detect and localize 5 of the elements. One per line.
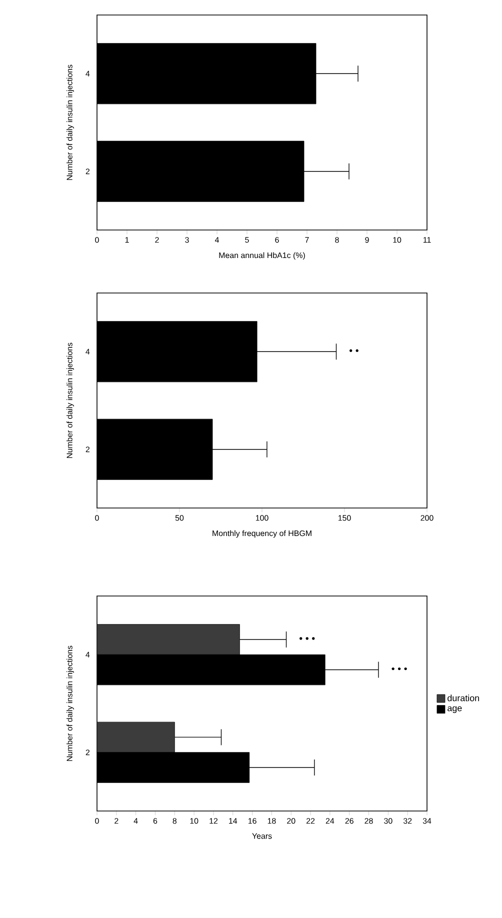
annotation: • • • — [392, 667, 407, 670]
annotation: • • • — [300, 637, 315, 640]
legend-label: duration — [448, 694, 480, 702]
annotation: • • — [350, 349, 358, 352]
legend-label: age — [448, 706, 462, 714]
